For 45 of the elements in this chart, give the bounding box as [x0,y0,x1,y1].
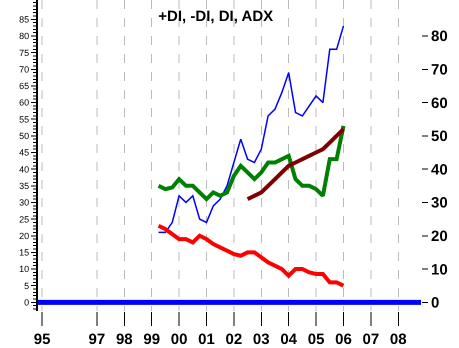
x-tick-label: 02 [226,331,242,348]
y2-tick-label: 10 [431,261,448,278]
y2-tick-label: 20 [431,228,448,245]
x-tick-label: 05 [308,331,324,348]
y-tick-label: 10 [19,264,30,274]
y-tick-label: 80 [19,31,30,42]
line-series [156,124,346,202]
y2-tick-label: 30 [431,194,448,212]
x-tick-label: 97 [88,331,106,348]
line-series [156,224,346,288]
y-tick-label: 85 [19,14,30,24]
y-tick-label: 15 [19,248,30,258]
line-series [158,25,344,234]
y-tick-label: 65 [19,81,30,92]
x-tick-label: 04 [280,331,298,348]
line-series [246,127,346,202]
y2-tick-label: 70 [431,62,448,79]
y-tick-label: 0 [24,297,30,308]
x-tick-label: 03 [252,331,270,348]
y-tick-label: 45 [19,148,30,158]
x-tick-label: 07 [362,331,380,348]
x-tick-label: 98 [116,331,133,348]
y-tick-label: 25 [19,214,30,224]
y2-tick-label: 60 [431,94,448,112]
y-tick-label: 55 [19,114,30,124]
x-tick-label: 95 [34,331,50,348]
y-tick-label: 50 [19,131,30,141]
y2-tick-label: 50 [431,128,448,146]
y-tick-label: 75 [19,48,30,58]
y-tick-label: 35 [19,180,30,191]
text: +DI, -DI, DI, ADX [158,8,274,25]
x-tick-label: 06 [335,331,352,348]
y-tick-label: 70 [19,64,30,74]
y-tick-label: 20 [19,230,30,241]
y2-tick-label: 80 [431,28,448,46]
x-tick-label: 99 [143,331,160,348]
y2-tick-label: 0 [431,294,440,312]
y-tick-label: 40 [19,164,30,174]
y-tick-label: 30 [19,198,30,208]
x-tick-label: 01 [198,331,215,348]
x-tick-label: 08 [390,331,407,348]
y2-tick-label: 40 [431,161,448,178]
y-tick-label: 5 [24,280,30,291]
y-tick-label: 60 [19,98,30,108]
x-tick-label: 00 [170,331,188,348]
